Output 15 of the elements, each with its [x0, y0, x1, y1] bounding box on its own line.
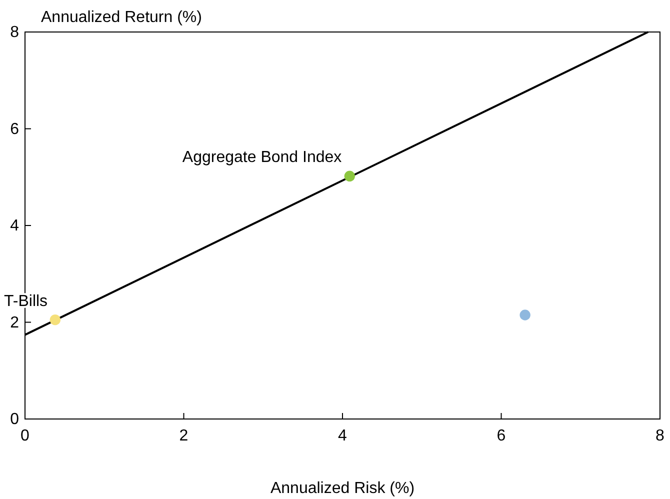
y-axis-title: Annualized Return (%) [41, 9, 202, 26]
point [520, 310, 530, 320]
x-tick-label: 4 [338, 427, 348, 444]
y-tick-label: 4 [10, 218, 20, 235]
x-axis-title: Annualized Risk (%) [270, 480, 415, 497]
y-tick-label: 0 [10, 411, 20, 428]
x-tick-label: 8 [656, 427, 665, 444]
point [344, 170, 355, 182]
x-tick-label: 6 [496, 427, 506, 444]
y-tick-label: 6 [10, 120, 20, 138]
y-tick-label: 2 [10, 314, 20, 332]
annotation: Aggregate Bond Index [182, 149, 342, 166]
x-tick-label: 2 [179, 427, 188, 444]
point [50, 314, 61, 326]
y-tick-label: 8 [10, 24, 20, 42]
